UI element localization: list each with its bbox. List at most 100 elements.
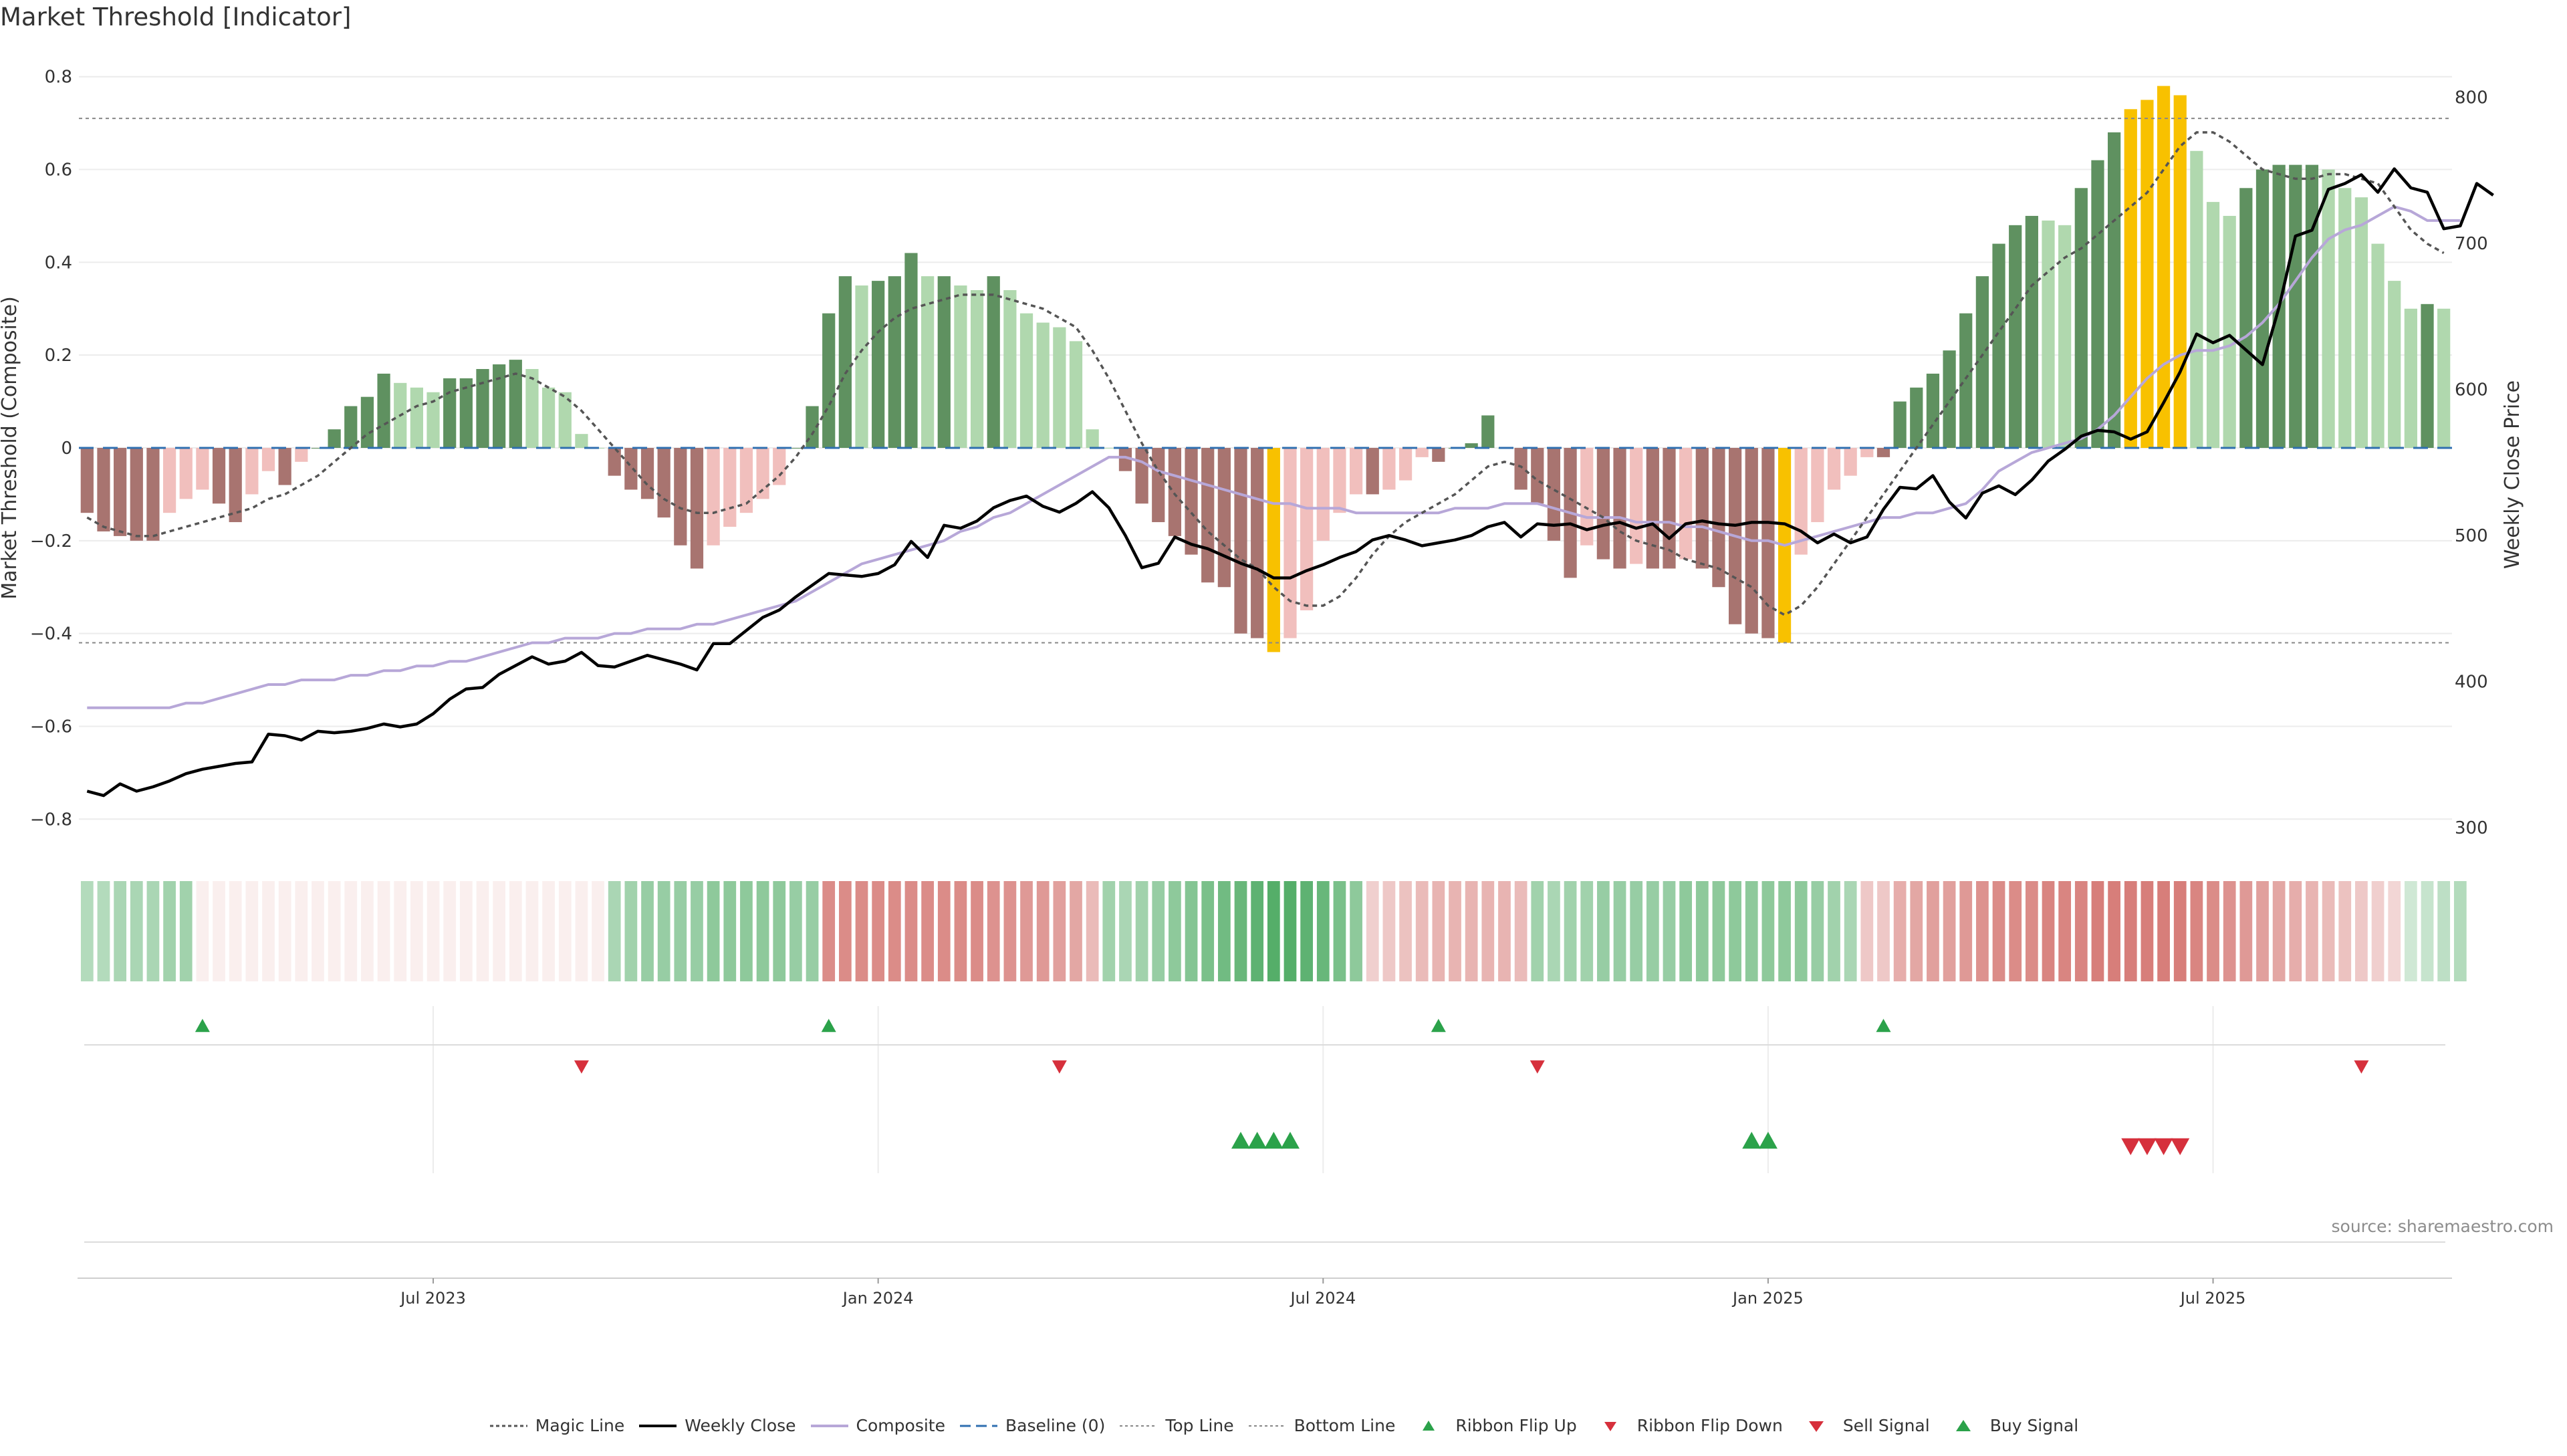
ribbon-cell — [493, 881, 506, 981]
composite-bar — [146, 448, 160, 541]
ribbon-cell — [312, 881, 324, 981]
ribbon-cell — [723, 881, 737, 981]
composite-bar — [723, 448, 737, 527]
x-tick-label: Jan 2024 — [842, 1289, 914, 1308]
ribbon-cell — [410, 881, 423, 981]
ribbon-cell — [1350, 881, 1362, 981]
composite-bar — [888, 276, 901, 448]
composite-bar — [2239, 188, 2253, 448]
ribbon-cell — [2239, 881, 2253, 981]
ribbon-cell — [855, 881, 868, 981]
composite-bar — [493, 364, 506, 448]
ribbon-cell — [1218, 881, 1231, 981]
composite-bar — [1514, 448, 1527, 490]
ribbon-cell — [1531, 881, 1544, 981]
composite-bar — [1300, 448, 1314, 610]
sell-signal-marker — [2137, 1138, 2157, 1155]
buy-signal-marker — [1264, 1132, 1284, 1149]
ribbon-cell — [361, 881, 374, 981]
composite-bar — [459, 378, 473, 448]
ribbon-cell — [2405, 881, 2417, 981]
composite-bar — [2124, 109, 2137, 448]
ribbon-cell — [789, 881, 802, 981]
ribbon-cell — [1201, 881, 1215, 981]
legend-label: Ribbon Flip Up — [1455, 1416, 1577, 1435]
ribbon-cell — [163, 881, 176, 981]
composite-bar — [179, 448, 193, 499]
ribbon-cell — [2355, 881, 2368, 981]
ribbon-cell — [1036, 881, 1050, 981]
composite-bar — [2074, 188, 2088, 448]
composite-bar — [624, 448, 638, 490]
legend-label: Magic Line — [535, 1416, 625, 1435]
composite-bar — [1316, 448, 1330, 541]
legend: Magic Line Weekly Close Composite Baseline … — [0, 1416, 2567, 1456]
sell-signal-marker — [2121, 1138, 2141, 1155]
ribbon-cell — [2173, 881, 2187, 981]
ribbon-cell — [971, 881, 983, 981]
ribbon-cell — [262, 881, 275, 981]
ribbon-cell — [608, 881, 621, 981]
x-tick-label: Jul 2025 — [2179, 1289, 2246, 1308]
composite-bar — [575, 434, 588, 448]
legend-label: Composite — [856, 1416, 945, 1435]
y-axis-label-right: Weekly Close Price — [2501, 380, 2524, 569]
legend-item-weekly-close: Weekly Close — [638, 1416, 796, 1435]
composite-bar — [1811, 448, 1824, 523]
composite-bar — [789, 448, 803, 449]
ribbon-cell — [1695, 881, 1709, 981]
legend-item-composite: Composite — [810, 1416, 945, 1435]
ribbon-cell — [1399, 881, 1412, 981]
composite-bar — [1284, 448, 1297, 638]
composite-bar — [2190, 150, 2203, 448]
ribbon-cell — [80, 881, 94, 981]
y-tick-left: 0.8 — [45, 68, 72, 88]
composite-bar — [2421, 304, 2434, 448]
composite-bar — [311, 448, 325, 449]
ribbon-cell — [872, 881, 885, 981]
composite-bar — [426, 392, 440, 448]
buy-signal-marker — [1231, 1132, 1251, 1149]
ribbon-cell — [1860, 881, 1874, 981]
ribbon-cell — [1976, 881, 1989, 981]
ribbon-cell — [542, 881, 555, 981]
ribbon-cell — [1663, 881, 1676, 981]
composite-bar — [773, 448, 786, 485]
ribbon-cell — [1761, 881, 1775, 981]
composite-bar — [1613, 448, 1626, 569]
ribbon-cell — [2272, 881, 2286, 981]
ribbon-cell — [2421, 881, 2434, 981]
composite-bar — [509, 360, 522, 448]
legend-swatch-ribbon-flip-down — [1604, 1421, 1616, 1431]
ribbon-flip-up-marker — [195, 1019, 210, 1032]
ribbon-cell — [245, 881, 259, 981]
ribbon-cell — [1102, 881, 1116, 981]
ribbon-cell — [641, 881, 654, 981]
composite-bar — [937, 276, 951, 448]
ribbon-cell — [954, 881, 967, 981]
ribbon-flip-down-marker — [1530, 1060, 1545, 1074]
legend-item-magic-line: Magic Line — [489, 1416, 625, 1435]
composite-bar — [1679, 448, 1693, 560]
ribbon-cell — [443, 881, 457, 981]
composite-bar — [2042, 220, 2055, 448]
legend-swatch-baseline — [959, 1425, 997, 1427]
composite-bar — [1547, 448, 1561, 541]
legend-swatch-magic-line — [489, 1425, 527, 1427]
ribbon-cell — [575, 881, 588, 981]
composite-bar — [97, 448, 110, 531]
ribbon-cell — [1234, 881, 1247, 981]
ribbon-cell — [1432, 881, 1445, 981]
ribbon-cell — [2371, 881, 2385, 981]
composite-bar — [1069, 341, 1083, 448]
composite-bar — [130, 448, 143, 541]
composite-bar — [2206, 202, 2220, 448]
ribbon-cell — [2042, 881, 2055, 981]
composite-bar — [1712, 448, 1725, 588]
composite-bar — [344, 406, 358, 448]
ribbon-cell — [1382, 881, 1396, 981]
ribbon-flip-down-marker — [1052, 1060, 1067, 1074]
legend-swatch-top-line — [1120, 1425, 1158, 1427]
ribbon-cell — [806, 881, 819, 981]
ribbon-cell — [2322, 881, 2335, 981]
